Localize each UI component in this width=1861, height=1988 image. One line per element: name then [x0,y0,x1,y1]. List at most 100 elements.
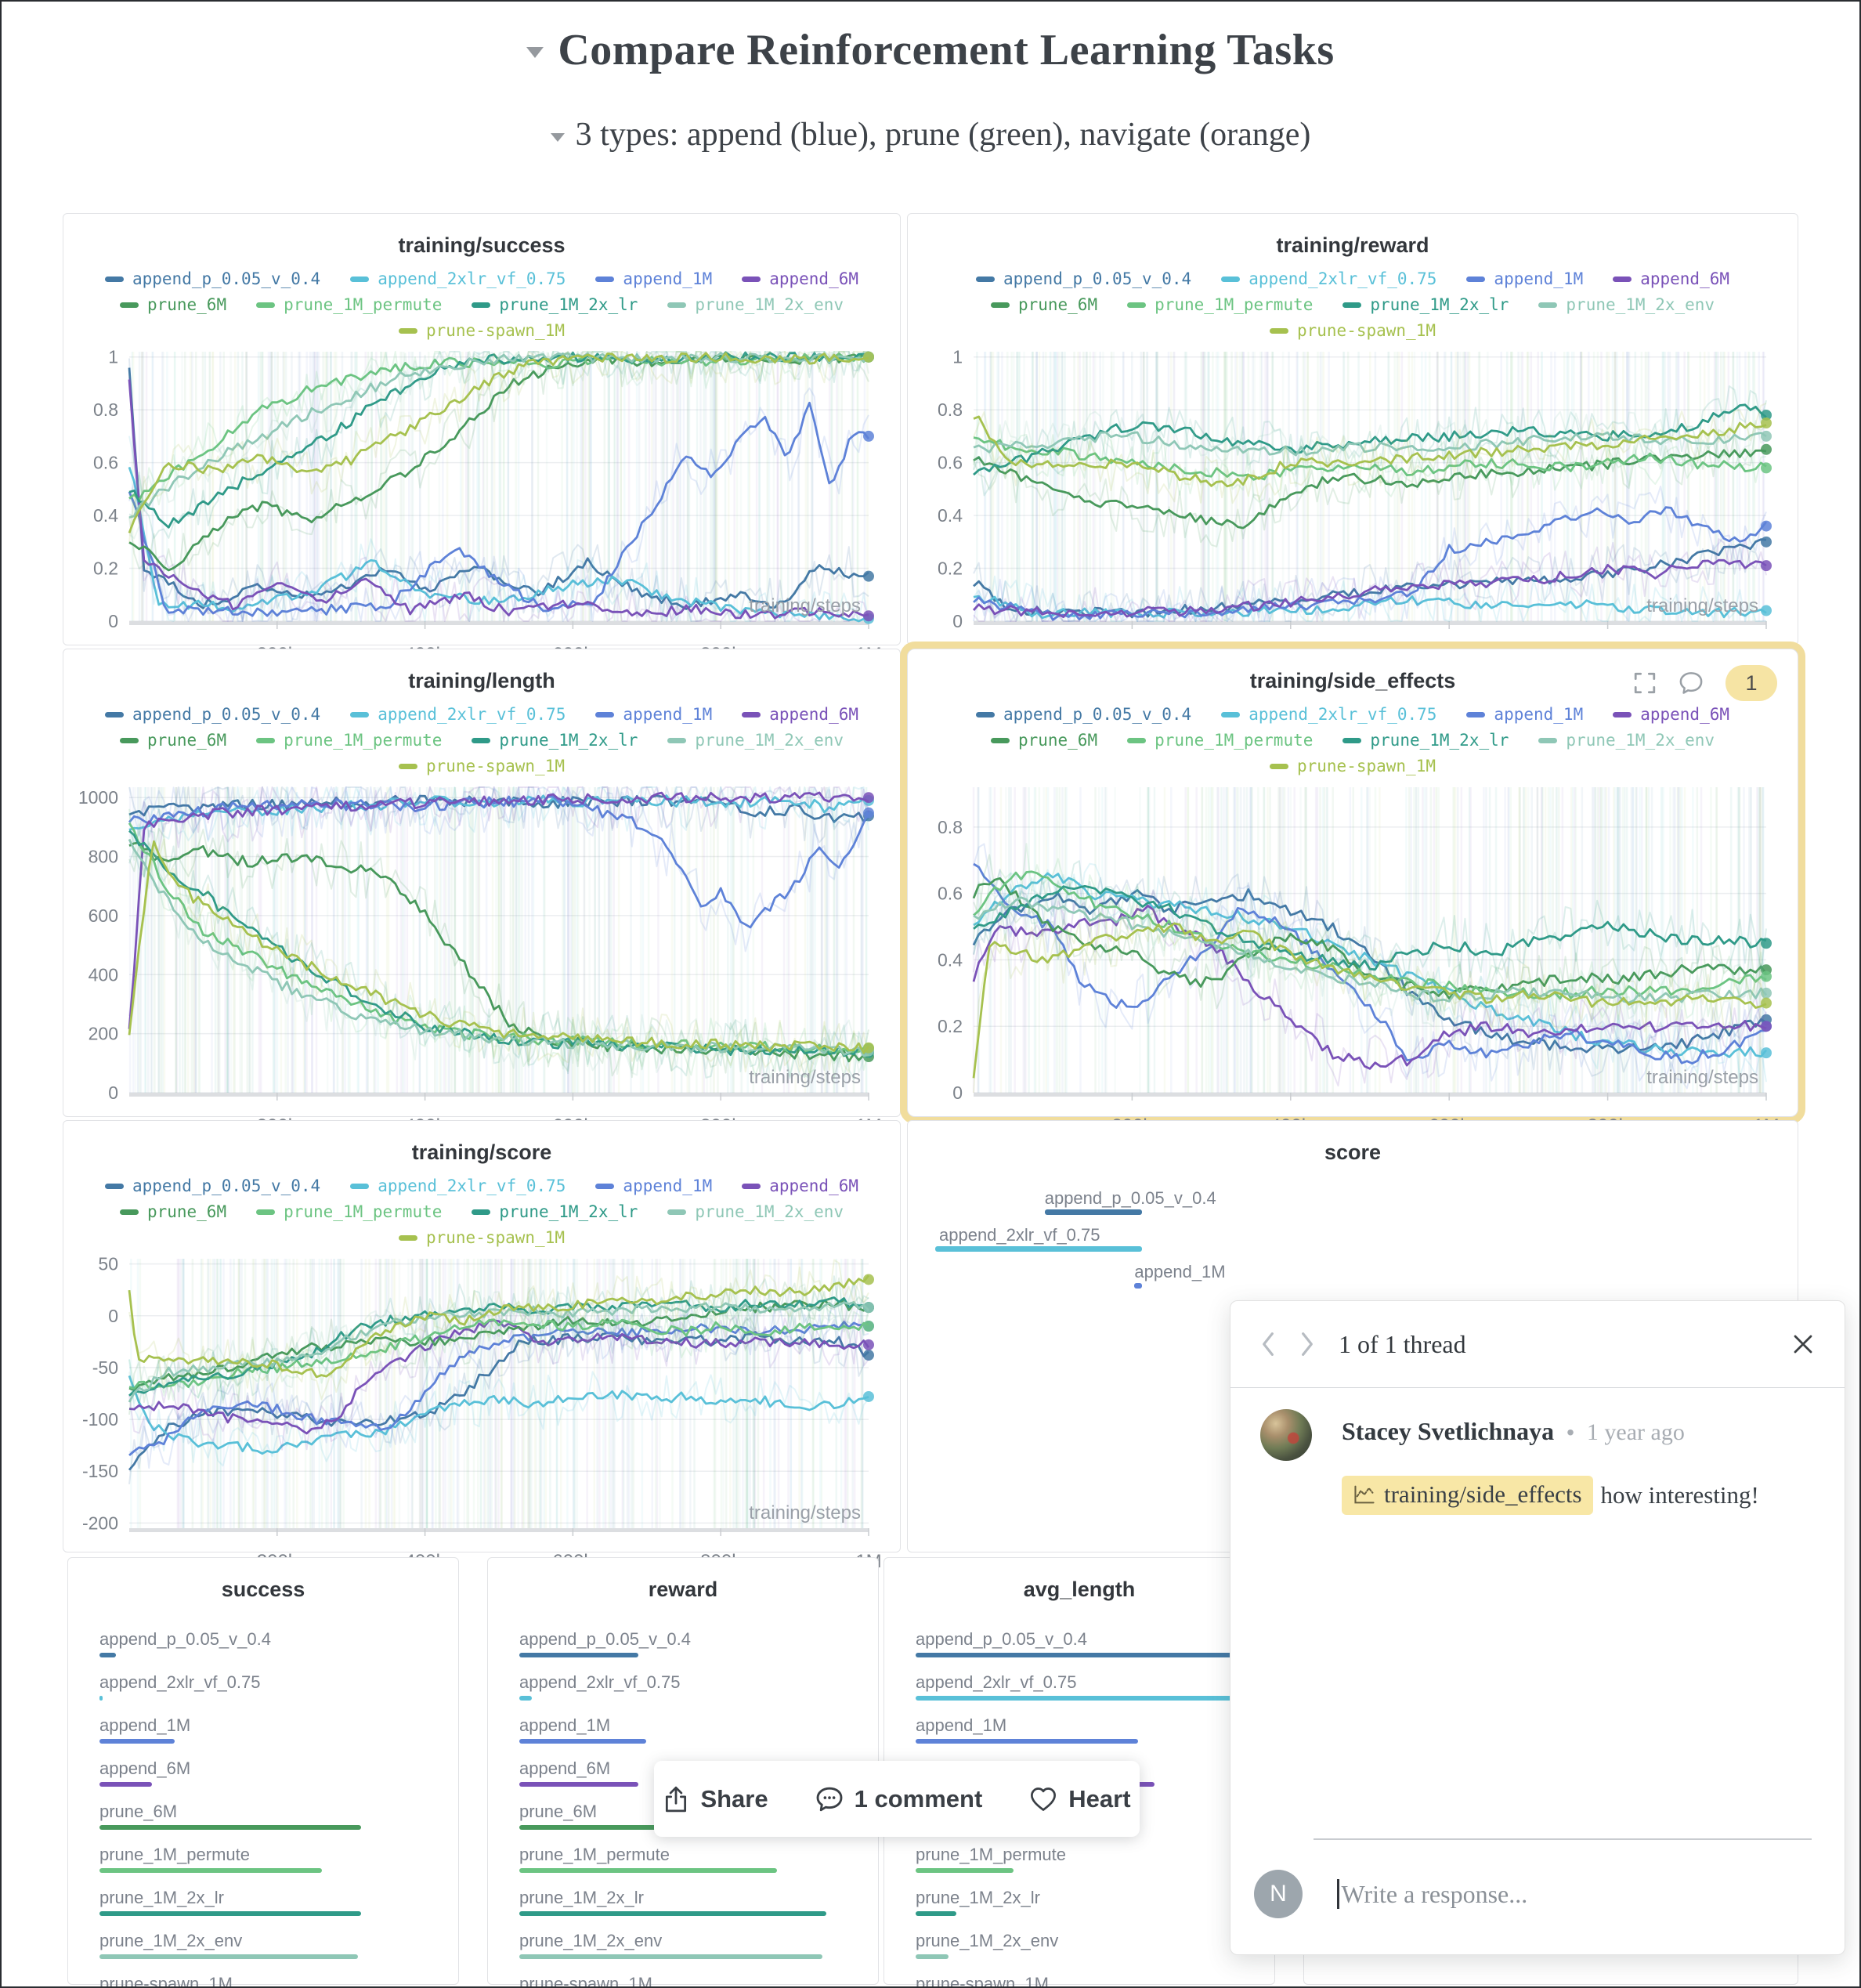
legend-item[interactable]: prune_1M_2x_env [667,295,844,315]
bar-row[interactable]: prune_1M_2x_lr [916,1888,1243,1916]
close-icon[interactable] [1791,1332,1815,1356]
bar-row[interactable]: prune_1M_2x_lr [519,1888,847,1916]
bar-row[interactable]: append_6M [99,1758,427,1787]
bar-row[interactable]: append_p_0.05_v_0.4 [519,1629,847,1657]
line-chart-training-side-effects[interactable]: 00.20.40.60.8200k400k600k800k1Mtraining/… [914,779,1787,1140]
legend-item[interactable]: prune_6M [119,730,226,750]
bar-row[interactable]: append_p_0.05_v_0.4 [939,1188,1766,1225]
legend-item[interactable]: append_1M [595,1176,712,1196]
legend-item[interactable]: prune_1M_2x_lr [472,730,638,750]
bar-label: append_2xlr_vf_0.75 [519,1672,681,1692]
bar-row[interactable]: append_2xlr_vf_0.75 [916,1672,1243,1701]
legend-item[interactable]: append_2xlr_vf_0.75 [350,1176,566,1196]
legend-item[interactable]: prune_6M [990,730,1097,750]
bar-row[interactable]: prune_6M [519,1802,847,1830]
share-button[interactable]: Share [663,1785,768,1813]
legend-item[interactable]: prune-spawn_1M [398,756,565,776]
bar-row[interactable]: append_1M [99,1715,427,1744]
legend-item[interactable]: prune_1M_permute [256,730,442,750]
legend-item[interactable]: prune_1M_2x_lr [472,1202,638,1222]
bar-chart-score[interactable]: append_p_0.05_v_0.4 append_2xlr_vf_0.75 ap… [908,1165,1798,1552]
legend-item[interactable]: prune_6M [119,1202,226,1222]
legend-item[interactable]: prune_6M [119,295,226,315]
legend-item[interactable]: prune_1M_permute [1127,295,1313,315]
bar-row[interactable]: append_p_0.05_v_0.4 [99,1629,427,1657]
legend-item[interactable]: prune_1M_2x_env [1538,730,1715,750]
svg-text:50: 50 [98,1254,118,1274]
line-chart-training-score[interactable]: -200-150-100-50050200k400k600k800k1Mtrai… [70,1251,889,1576]
bar-row[interactable]: append_2xlr_vf_0.75 [99,1672,427,1701]
legend-item[interactable]: append_p_0.05_v_0.4 [975,269,1191,289]
legend-item[interactable]: append_1M [595,704,712,725]
line-chart-training-success[interactable]: 00.20.40.60.81200k400k600k800k1Mtraining… [70,344,889,669]
bar-row[interactable]: append_1M [939,1262,1766,1299]
legend-item[interactable]: append_p_0.05_v_0.4 [104,1176,320,1196]
legend-item[interactable]: append_6M [742,1176,858,1196]
next-thread-icon[interactable] [1299,1332,1315,1357]
comment-count-badge[interactable]: 1 [1725,665,1777,701]
bar-row[interactable]: prune-spawn_1M [519,1974,847,1986]
chart-title: training/side_effects [1249,669,1456,692]
line-chart-training-length[interactable]: 02004006008001000200k400k600k800k1Mtrain… [70,779,889,1140]
line-chart-training-reward[interactable]: 00.20.40.60.81200k400k600k800k1Mtraining… [914,344,1787,669]
legend-item[interactable]: append_p_0.05_v_0.4 [104,269,320,289]
legend-item[interactable]: append_1M [1466,269,1583,289]
prev-thread-icon[interactable] [1260,1332,1276,1357]
legend-item[interactable]: prune_1M_2x_env [667,1202,844,1222]
bar-row[interactable]: append_1M [916,1715,1243,1744]
chart-reference-chip[interactable]: training/side_effects [1342,1476,1593,1515]
legend-item[interactable]: prune_1M_2x_lr [472,295,638,315]
reply-input[interactable]: Write a response... [1337,1879,1527,1909]
bar-row[interactable]: prune_1M_2x_env [916,1931,1243,1959]
bar-row[interactable]: prune_1M_2x_lr [99,1888,427,1916]
legend-swatch [1538,302,1558,308]
collapse-icon[interactable] [526,47,544,58]
legend-swatch [1613,276,1632,282]
bar-row[interactable]: prune-spawn_1M [916,1974,1243,1986]
comments-button[interactable]: 1 comment [815,1785,982,1813]
legend-item[interactable]: append_6M [1613,269,1729,289]
legend-item[interactable]: prune_6M [990,295,1097,315]
legend-item[interactable]: append_6M [1613,704,1729,725]
bar-row[interactable]: prune_1M_2x_env [519,1931,847,1959]
legend-item[interactable]: append_2xlr_vf_0.75 [350,704,566,725]
legend-item[interactable]: append_2xlr_vf_0.75 [1221,704,1436,725]
legend-item[interactable]: prune_1M_2x_env [1538,295,1715,315]
legend-item[interactable]: prune-spawn_1M [1269,320,1436,341]
bar-row[interactable]: append_2xlr_vf_0.75 [519,1672,847,1701]
bar-row[interactable]: append_1M [519,1715,847,1744]
bar-row[interactable]: prune_6M [99,1802,427,1830]
bar-row[interactable]: prune_1M_permute [519,1845,847,1873]
bar-row[interactable]: prune_1M_2x_env [99,1931,427,1959]
legend-item[interactable]: prune_1M_2x_env [667,730,844,750]
bar-row[interactable]: prune-spawn_1M [99,1974,427,1986]
bar-row[interactable]: prune_1M_permute [99,1845,427,1873]
legend-item[interactable]: append_6M [742,269,858,289]
legend-item[interactable]: append_2xlr_vf_0.75 [350,269,566,289]
legend-item[interactable]: append_1M [595,269,712,289]
legend-item[interactable]: prune-spawn_1M [1269,756,1436,776]
avatar[interactable] [1260,1409,1312,1461]
legend-item[interactable]: prune_1M_2x_lr [1342,730,1509,750]
expand-icon[interactable] [1633,671,1657,695]
legend-item[interactable]: prune_1M_permute [1127,730,1313,750]
legend-item[interactable]: prune_1M_permute [256,295,442,315]
legend-item[interactable]: prune-spawn_1M [398,320,565,341]
heart-button[interactable]: Heart [1029,1785,1131,1813]
collapse-icon[interactable] [550,132,565,142]
legend-item[interactable]: prune-spawn_1M [398,1227,565,1248]
bar-row[interactable]: append_2xlr_vf_0.75 [935,1225,1766,1262]
bar-row[interactable]: append_6M [519,1758,847,1787]
legend-item[interactable]: append_p_0.05_v_0.4 [975,704,1191,725]
legend-item[interactable]: append_6M [742,704,858,725]
legend-item[interactable]: append_p_0.05_v_0.4 [104,704,320,725]
legend-item[interactable]: prune_1M_permute [256,1202,442,1222]
bar-row[interactable]: prune_1M_permute [916,1845,1243,1873]
bar-row[interactable]: append_p_0.05_v_0.4 [916,1629,1243,1657]
comment-bubble-icon[interactable] [1679,671,1704,695]
legend-item[interactable]: prune_1M_2x_lr [1342,295,1509,315]
legend-item[interactable]: append_1M [1466,704,1583,725]
legend-item[interactable]: append_2xlr_vf_0.75 [1221,269,1436,289]
